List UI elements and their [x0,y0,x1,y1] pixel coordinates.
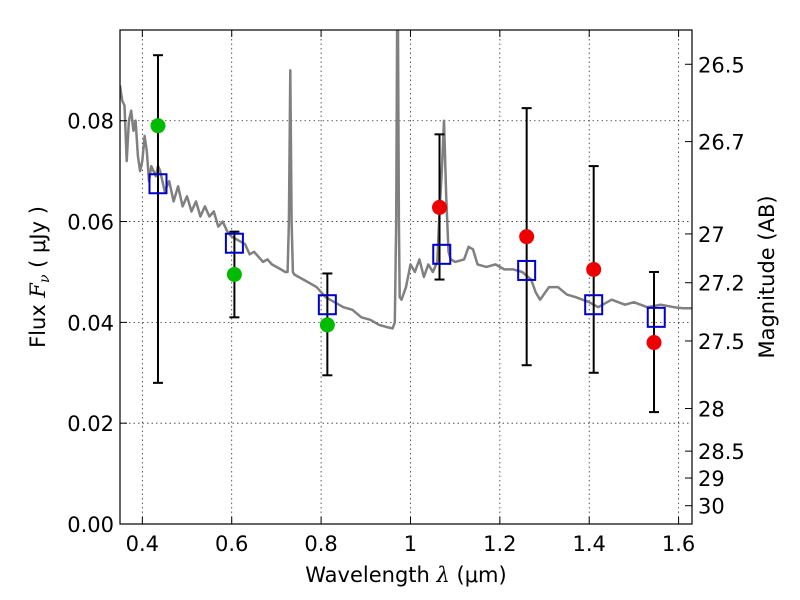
model-photometry-box [317,294,337,316]
y-tick-label-right: 30 [698,495,725,519]
x-tick-label: 1.2 [483,532,516,556]
y-tick-label-right: 27.5 [698,330,745,354]
model-photometry-box [517,259,537,281]
observed-point-red [646,335,662,351]
y-tick-label-right: 27 [698,223,725,247]
x-tick-label: 1 [404,532,417,556]
observed-point-green [319,317,335,333]
model-photometry-box [148,173,168,195]
y-tick-label-right: 27.2 [698,272,745,296]
model-photometry-box [646,306,666,328]
y-tick-label-left: 0.06 [67,211,114,235]
observed-point-green [226,266,242,282]
y-tick-label-right: 28.5 [698,440,745,464]
x-tick-label: 0.8 [304,532,337,556]
x-tick-label: 1.6 [662,532,695,556]
x-axis-label: Wavelength λ (μm) [305,563,506,587]
x-tick-label: 0.4 [126,532,159,556]
y-tick-label-right: 28 [698,398,725,422]
y-axis-label-right: Magnitude (AB) [755,195,779,358]
grid-lines [120,30,692,525]
x-tick-label: 1.4 [573,532,606,556]
observed-point-green [150,118,166,134]
plot-frame [119,29,693,525]
observed-point-red [432,199,448,215]
model-photometry-box [584,294,604,316]
y-tick-label-left: 0.04 [67,311,114,335]
model-spectrum-line [120,30,692,330]
observed-point-red [519,229,535,245]
y-tick-label-left: 0.02 [67,412,114,436]
y-axis-label-left: Flux Fν ( μJy ) [26,206,53,348]
observed-point-red [586,261,602,277]
y-tick-label-right: 26.5 [698,53,745,77]
model-photometry-box [432,243,452,265]
y-tick-label-left: 0.08 [67,110,114,134]
y-tick-label-right: 26.7 [698,131,745,155]
model-photometry-box [224,232,244,254]
y-tick-label-right: 29 [698,467,725,491]
plot-area [120,30,692,414]
axis-ticks: 0.4 0.6 0.8 1 1.2 1.4 1.6 0.00 0.02 0.04 0.06 0.08 2… [67,30,745,556]
x-tick-label: 0.6 [215,532,248,556]
y-tick-label-left: 0.00 [67,513,114,537]
